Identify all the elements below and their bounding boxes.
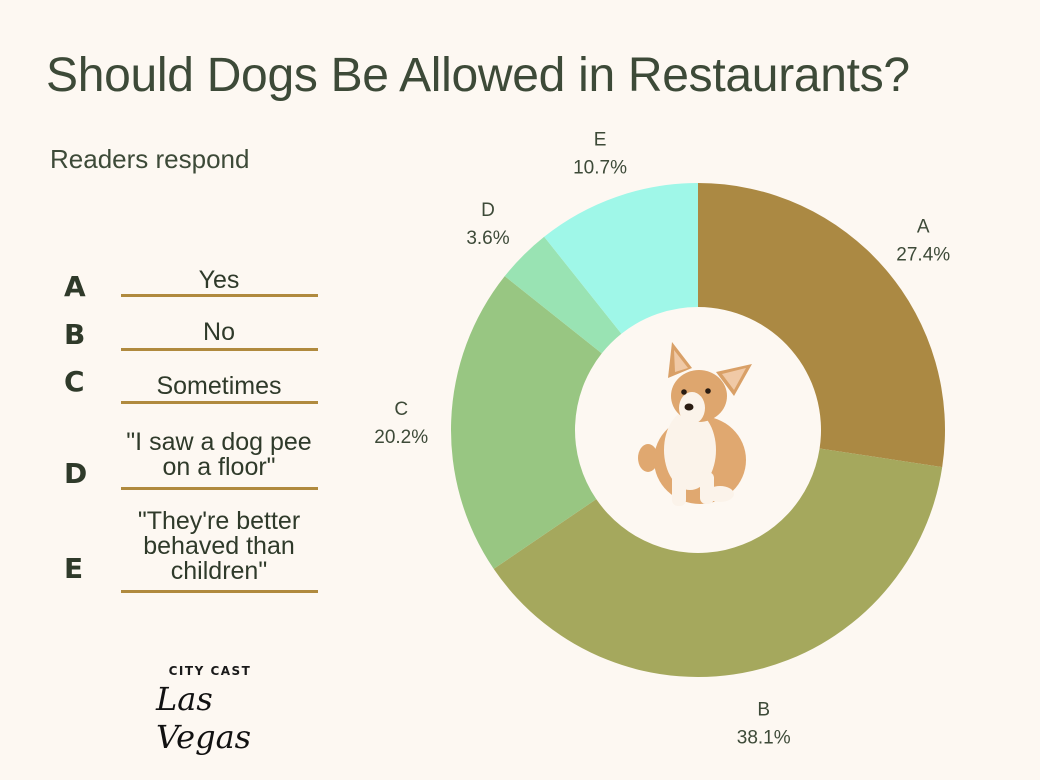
- legend-underline: [121, 348, 318, 351]
- legend-underline: [121, 487, 318, 490]
- legend-label-line: on a floor": [162, 453, 276, 481]
- legend-letter: D: [64, 457, 88, 490]
- slice-c: [451, 276, 602, 569]
- slices: [451, 183, 945, 677]
- legend-letter: E: [64, 552, 84, 585]
- slice-label-category: B: [757, 700, 770, 721]
- slice-d: [504, 236, 622, 354]
- slice-label-value: 10.7%: [573, 158, 627, 179]
- slice-label-value: 38.1%: [737, 728, 791, 749]
- slice-labels: A 27.4% B 38.1% C 20.2% D 3.6% E 10.7%: [374, 130, 950, 749]
- corgi-image: [638, 342, 752, 506]
- slice-b: [493, 448, 943, 677]
- legend-label: "They're better behaved than children": [121, 509, 317, 584]
- slice-a: [698, 183, 945, 468]
- legend-label-line: "I saw a dog pee: [126, 428, 312, 456]
- legend-label-line: Sometimes: [156, 372, 282, 400]
- legend-letter: A: [64, 270, 86, 303]
- logo-city: Las Vegas: [156, 680, 252, 756]
- slice-label-value: 3.6%: [466, 228, 509, 249]
- legend-label: No: [121, 320, 317, 345]
- slice-label-category: C: [394, 399, 408, 420]
- legend-label-line: "They're better: [137, 507, 301, 535]
- legend-label: Yes: [121, 268, 317, 293]
- slice-label-value: 27.4%: [896, 244, 950, 265]
- legend-label: "I saw a dog pee on a floor": [121, 430, 317, 480]
- legend-letter: B: [64, 318, 86, 351]
- slice-label-value: 20.2%: [374, 427, 428, 448]
- logo-brand: CITY CAST: [168, 664, 252, 678]
- slice-label-category: D: [481, 200, 495, 221]
- legend-label-line: children": [170, 557, 268, 585]
- legend-label: Sometimes: [121, 374, 317, 399]
- slice-e: [544, 183, 698, 334]
- legend-letter: C: [64, 365, 85, 398]
- legend-label-line: Yes: [198, 266, 240, 294]
- city-cast-logo: CITY CAST Las Vegas: [150, 664, 290, 756]
- slice-label-category: E: [594, 130, 607, 151]
- slice-label-category: A: [917, 216, 930, 237]
- legend-label-line: behaved than: [143, 532, 295, 560]
- legend-underline: [121, 401, 318, 404]
- legend-underline: [121, 294, 318, 297]
- legend-underline: [121, 590, 318, 593]
- chart-subtitle: Readers respond: [50, 144, 250, 174]
- legend-label-line: No: [203, 318, 235, 346]
- chart-title: Should Dogs Be Allowed in Restaurants?: [46, 49, 910, 102]
